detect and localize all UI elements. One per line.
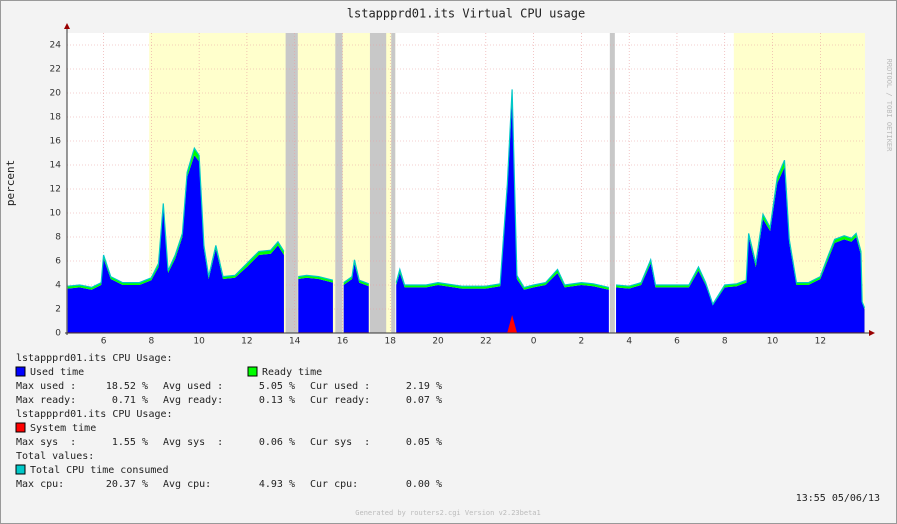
- total-line: [298, 274, 334, 281]
- x-tick-label: 16: [337, 337, 349, 347]
- x-tick-label: 18: [385, 337, 397, 347]
- legend-swatch: [15, 366, 26, 377]
- stats-label: Max used :: [16, 381, 76, 392]
- used-area: [343, 263, 369, 333]
- x-tick-label: 12: [815, 337, 826, 347]
- y-tick-label: 24: [50, 41, 62, 51]
- stats-label: Cur ready:: [310, 395, 370, 406]
- stats-value: 1.55 %: [112, 437, 148, 448]
- legend-label: Ready time: [262, 367, 322, 378]
- legend-swatch: [15, 464, 26, 475]
- y-tick-label: 0: [55, 329, 61, 339]
- y-tick-label: 20: [50, 89, 62, 99]
- x-tick-label: 10: [193, 337, 205, 347]
- y-arrow: [64, 23, 70, 29]
- stats-label: Avg used :: [163, 381, 223, 392]
- x-tick-label: 10: [767, 337, 779, 347]
- footer: Generated by routers2.cgi Version v2.23b…: [355, 509, 540, 517]
- band: [285, 33, 298, 333]
- y-tick-label: 4: [55, 281, 61, 291]
- stats-heading: Total values:: [16, 451, 94, 462]
- watermark: RRDTOOL / TOBI OETIKER: [885, 59, 893, 153]
- x-tick-label: 12: [241, 337, 252, 347]
- stats-value: 0.71 %: [112, 395, 148, 406]
- stats-heading: lstappprd01.its CPU Usage:: [16, 353, 173, 364]
- stats-value: 2.19 %: [406, 381, 442, 392]
- stats-value: 0.00 %: [406, 479, 442, 490]
- total-line: [343, 259, 369, 285]
- stats-label: Cur used :: [310, 381, 370, 392]
- total-line: [395, 89, 610, 289]
- legend-swatch: [15, 422, 26, 433]
- stats-value: 0.06 %: [259, 437, 295, 448]
- stats-value: 0.05 %: [406, 437, 442, 448]
- y-tick-label: 18: [50, 113, 62, 123]
- stats-label: Max ready:: [16, 395, 76, 406]
- y-tick-label: 8: [55, 233, 61, 243]
- chart-title: lstappprd01.its Virtual CPU usage: [347, 7, 585, 21]
- band: [391, 33, 396, 333]
- y-tick-label: 14: [50, 161, 62, 171]
- x-tick-label: 0: [531, 337, 537, 347]
- stats-value: 0.13 %: [259, 395, 295, 406]
- x-tick-label: 6: [674, 337, 680, 347]
- x-tick-label: 4: [626, 337, 632, 347]
- used-area: [298, 277, 333, 333]
- stats-value: 5.05 %: [259, 381, 295, 392]
- band: [369, 33, 387, 333]
- used-area: [616, 167, 865, 333]
- stats-label: Avg sys :: [163, 437, 223, 448]
- timestamp: 13:55 05/06/13: [796, 493, 880, 504]
- y-tick-label: 12: [50, 185, 61, 195]
- x-arrow: [869, 330, 875, 336]
- stats-label: Avg ready:: [163, 395, 223, 406]
- total-line: [615, 159, 866, 309]
- y-tick-label: 16: [50, 137, 62, 147]
- used-area: [396, 99, 609, 333]
- total-line: [67, 146, 285, 289]
- stats-value: 0.07 %: [406, 395, 442, 406]
- ready-area: [343, 259, 369, 287]
- x-tick-label: 14: [289, 337, 301, 347]
- legend-label: Used time: [30, 367, 84, 378]
- band: [335, 33, 343, 333]
- x-tick-label: 6: [101, 337, 107, 347]
- band: [609, 33, 615, 333]
- ready-area: [298, 275, 333, 283]
- stats-value: 20.37 %: [106, 479, 148, 490]
- stats-label: Cur sys :: [310, 437, 370, 448]
- x-tick-label: 8: [148, 337, 154, 347]
- stats-label: Max sys :: [16, 437, 76, 448]
- x-tick-label: 22: [480, 337, 491, 347]
- legend-swatch: [247, 366, 258, 377]
- y-axis-label: percent: [4, 160, 17, 206]
- x-tick-label: 8: [722, 337, 728, 347]
- y-tick-label: 6: [55, 257, 61, 267]
- stats-label: Avg cpu:: [163, 479, 211, 490]
- y-tick-label: 22: [50, 65, 61, 75]
- y-tick-label: 10: [50, 209, 62, 219]
- stats-label: Cur cpu:: [310, 479, 358, 490]
- used-area: [67, 155, 284, 333]
- stats-value: 18.52 %: [106, 381, 148, 392]
- stats-heading: lstappprd01.its CPU Usage:: [16, 409, 173, 420]
- y-tick-label: 2: [55, 305, 61, 315]
- legend-label: Total CPU time consumed: [30, 465, 168, 476]
- x-tick-label: 2: [579, 337, 585, 347]
- x-tick-label: 20: [432, 337, 444, 347]
- stats-label: Max cpu:: [16, 479, 64, 490]
- legend-label: System time: [30, 423, 96, 434]
- stats-value: 4.93 %: [259, 479, 295, 490]
